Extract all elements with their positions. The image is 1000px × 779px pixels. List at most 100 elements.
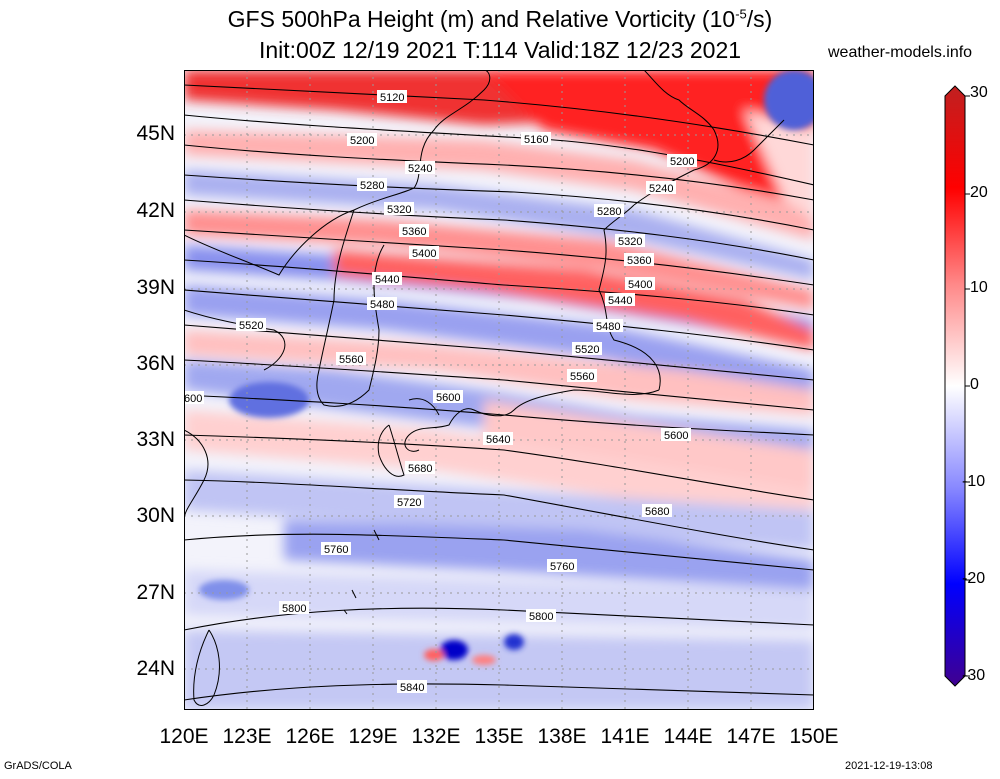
colorbar-label: 10 — [970, 279, 988, 296]
contour-label: 5520 — [236, 318, 266, 332]
contour-label: 5680 — [642, 504, 672, 518]
lat-label: 36N — [136, 352, 175, 375]
map-panel: 5120 5160 5200 5200 5240 5240 5280 5280 … — [184, 70, 814, 710]
colorbar-label: -10 — [962, 473, 986, 490]
lat-label: 24N — [136, 657, 175, 680]
svg-text:5280: 5280 — [597, 206, 621, 218]
title-exponent: -5 — [735, 6, 747, 22]
svg-text:5200: 5200 — [670, 156, 694, 168]
svg-text:5640: 5640 — [486, 434, 510, 446]
svg-text:5240: 5240 — [408, 163, 432, 175]
svg-text:5440: 5440 — [375, 274, 399, 286]
contour-label: 5400 — [625, 277, 655, 291]
svg-text:5160: 5160 — [524, 134, 548, 146]
lon-label: 150E — [789, 725, 839, 748]
chart-subtitle: Init:00Z 12/19 2021 T:114 Valid:18Z 12/2… — [258, 37, 742, 63]
contour-label: 5760 — [321, 542, 351, 556]
svg-text:5800: 5800 — [529, 611, 553, 623]
contour-label: 5760 — [547, 559, 577, 573]
contour-label: 5360 — [399, 224, 429, 238]
colorbar-label: -30 — [962, 667, 986, 684]
colorbar-label: -20 — [962, 570, 986, 587]
lat-label: 30N — [136, 504, 175, 527]
contour-label: 5480 — [593, 319, 623, 333]
graticule — [184, 70, 814, 710]
svg-text:5560: 5560 — [339, 354, 363, 366]
svg-text:5600: 5600 — [436, 392, 460, 404]
svg-text:5600: 5600 — [664, 430, 688, 442]
software-credit: GrADS/COLA — [4, 760, 72, 772]
svg-text:5440: 5440 — [608, 295, 632, 307]
contour-label: 5560 — [567, 369, 597, 383]
contour-label: 5800 — [526, 609, 556, 623]
contour-label: 5280 — [594, 204, 624, 218]
generation-timestamp: 2021-12-19-13:08 — [845, 760, 933, 772]
contour-label: 5320 — [615, 234, 645, 248]
svg-text:5520: 5520 — [239, 320, 263, 332]
title-main: GFS 500hPa Height (m) and Relative Vorti… — [227, 6, 736, 32]
contour-label: 5280 — [357, 178, 387, 192]
lat-label: 45N — [136, 122, 175, 145]
contour-label: 5480 — [367, 297, 397, 311]
contour-label: 5840 — [397, 680, 427, 694]
svg-text:5720: 5720 — [397, 497, 421, 509]
svg-text:5480: 5480 — [370, 299, 394, 311]
contour-label: 5120 — [377, 90, 407, 104]
lat-label: 27N — [136, 581, 175, 604]
svg-text:5800: 5800 — [282, 603, 306, 615]
contour-labels: 5120 5160 5200 5200 5240 5240 5280 5280 … — [184, 90, 697, 694]
lon-label: 135E — [474, 725, 524, 748]
svg-text:5400: 5400 — [628, 279, 652, 291]
colorbar-label: 30 — [970, 84, 988, 101]
lat-label: 39N — [136, 276, 175, 299]
contour-label: 5560 — [336, 352, 366, 366]
lon-label: 129E — [348, 725, 398, 748]
map-canvas: 5120 5160 5200 5200 5240 5240 5280 5280 … — [184, 70, 814, 710]
svg-text:5200: 5200 — [350, 135, 374, 147]
colorbar-label: 0 — [970, 376, 979, 393]
contour-label: 5520 — [572, 342, 602, 356]
contour-label: 5440 — [372, 272, 402, 286]
svg-text:5360: 5360 — [402, 226, 426, 238]
chart-title: GFS 500hPa Height (m) and Relative Vorti… — [0, 6, 1000, 33]
title-unit: /s) — [746, 6, 773, 32]
contour-label: 5720 — [394, 495, 424, 509]
colorbar — [944, 85, 970, 687]
contour-label: 5360 — [624, 253, 654, 267]
contour-label: 5440 — [605, 293, 635, 307]
contour-label: 5600 — [433, 390, 463, 404]
svg-text:5320: 5320 — [387, 204, 411, 216]
svg-text:600: 600 — [184, 393, 202, 405]
height-contours — [184, 84, 814, 701]
svg-text:5680: 5680 — [645, 506, 669, 518]
lat-label: 33N — [136, 428, 175, 451]
contour-label: 5200 — [667, 154, 697, 168]
contour-label: 5680 — [405, 461, 435, 475]
colorbar-label: 20 — [970, 184, 988, 201]
contour-label: 5600 — [661, 428, 691, 442]
svg-text:5280: 5280 — [360, 180, 384, 192]
svg-text:5760: 5760 — [324, 544, 348, 556]
contour-label: 5200 — [347, 133, 377, 147]
lon-label: 144E — [663, 725, 713, 748]
lon-label: 141E — [600, 725, 650, 748]
contour-label: 5240 — [646, 181, 676, 195]
contour-label: 5400 — [409, 246, 439, 260]
lon-label: 138E — [537, 725, 587, 748]
site-name: weather-models.info — [828, 44, 973, 61]
map-frame — [184, 70, 814, 710]
svg-text:5240: 5240 — [649, 183, 673, 195]
lat-label: 42N — [136, 199, 175, 222]
svg-text:5120: 5120 — [380, 92, 404, 104]
svg-text:5400: 5400 — [412, 248, 436, 260]
svg-text:5560: 5560 — [570, 371, 594, 383]
contour-label: 5160 — [521, 132, 551, 146]
contour-label: 5320 — [384, 202, 414, 216]
lon-label: 132E — [411, 725, 461, 748]
lon-label: 147E — [726, 725, 776, 748]
contour-label: 5800 — [279, 601, 309, 615]
svg-text:5360: 5360 — [627, 255, 651, 267]
svg-text:5680: 5680 — [408, 463, 432, 475]
svg-text:5520: 5520 — [575, 344, 599, 356]
contour-label: 5240 — [405, 161, 435, 175]
